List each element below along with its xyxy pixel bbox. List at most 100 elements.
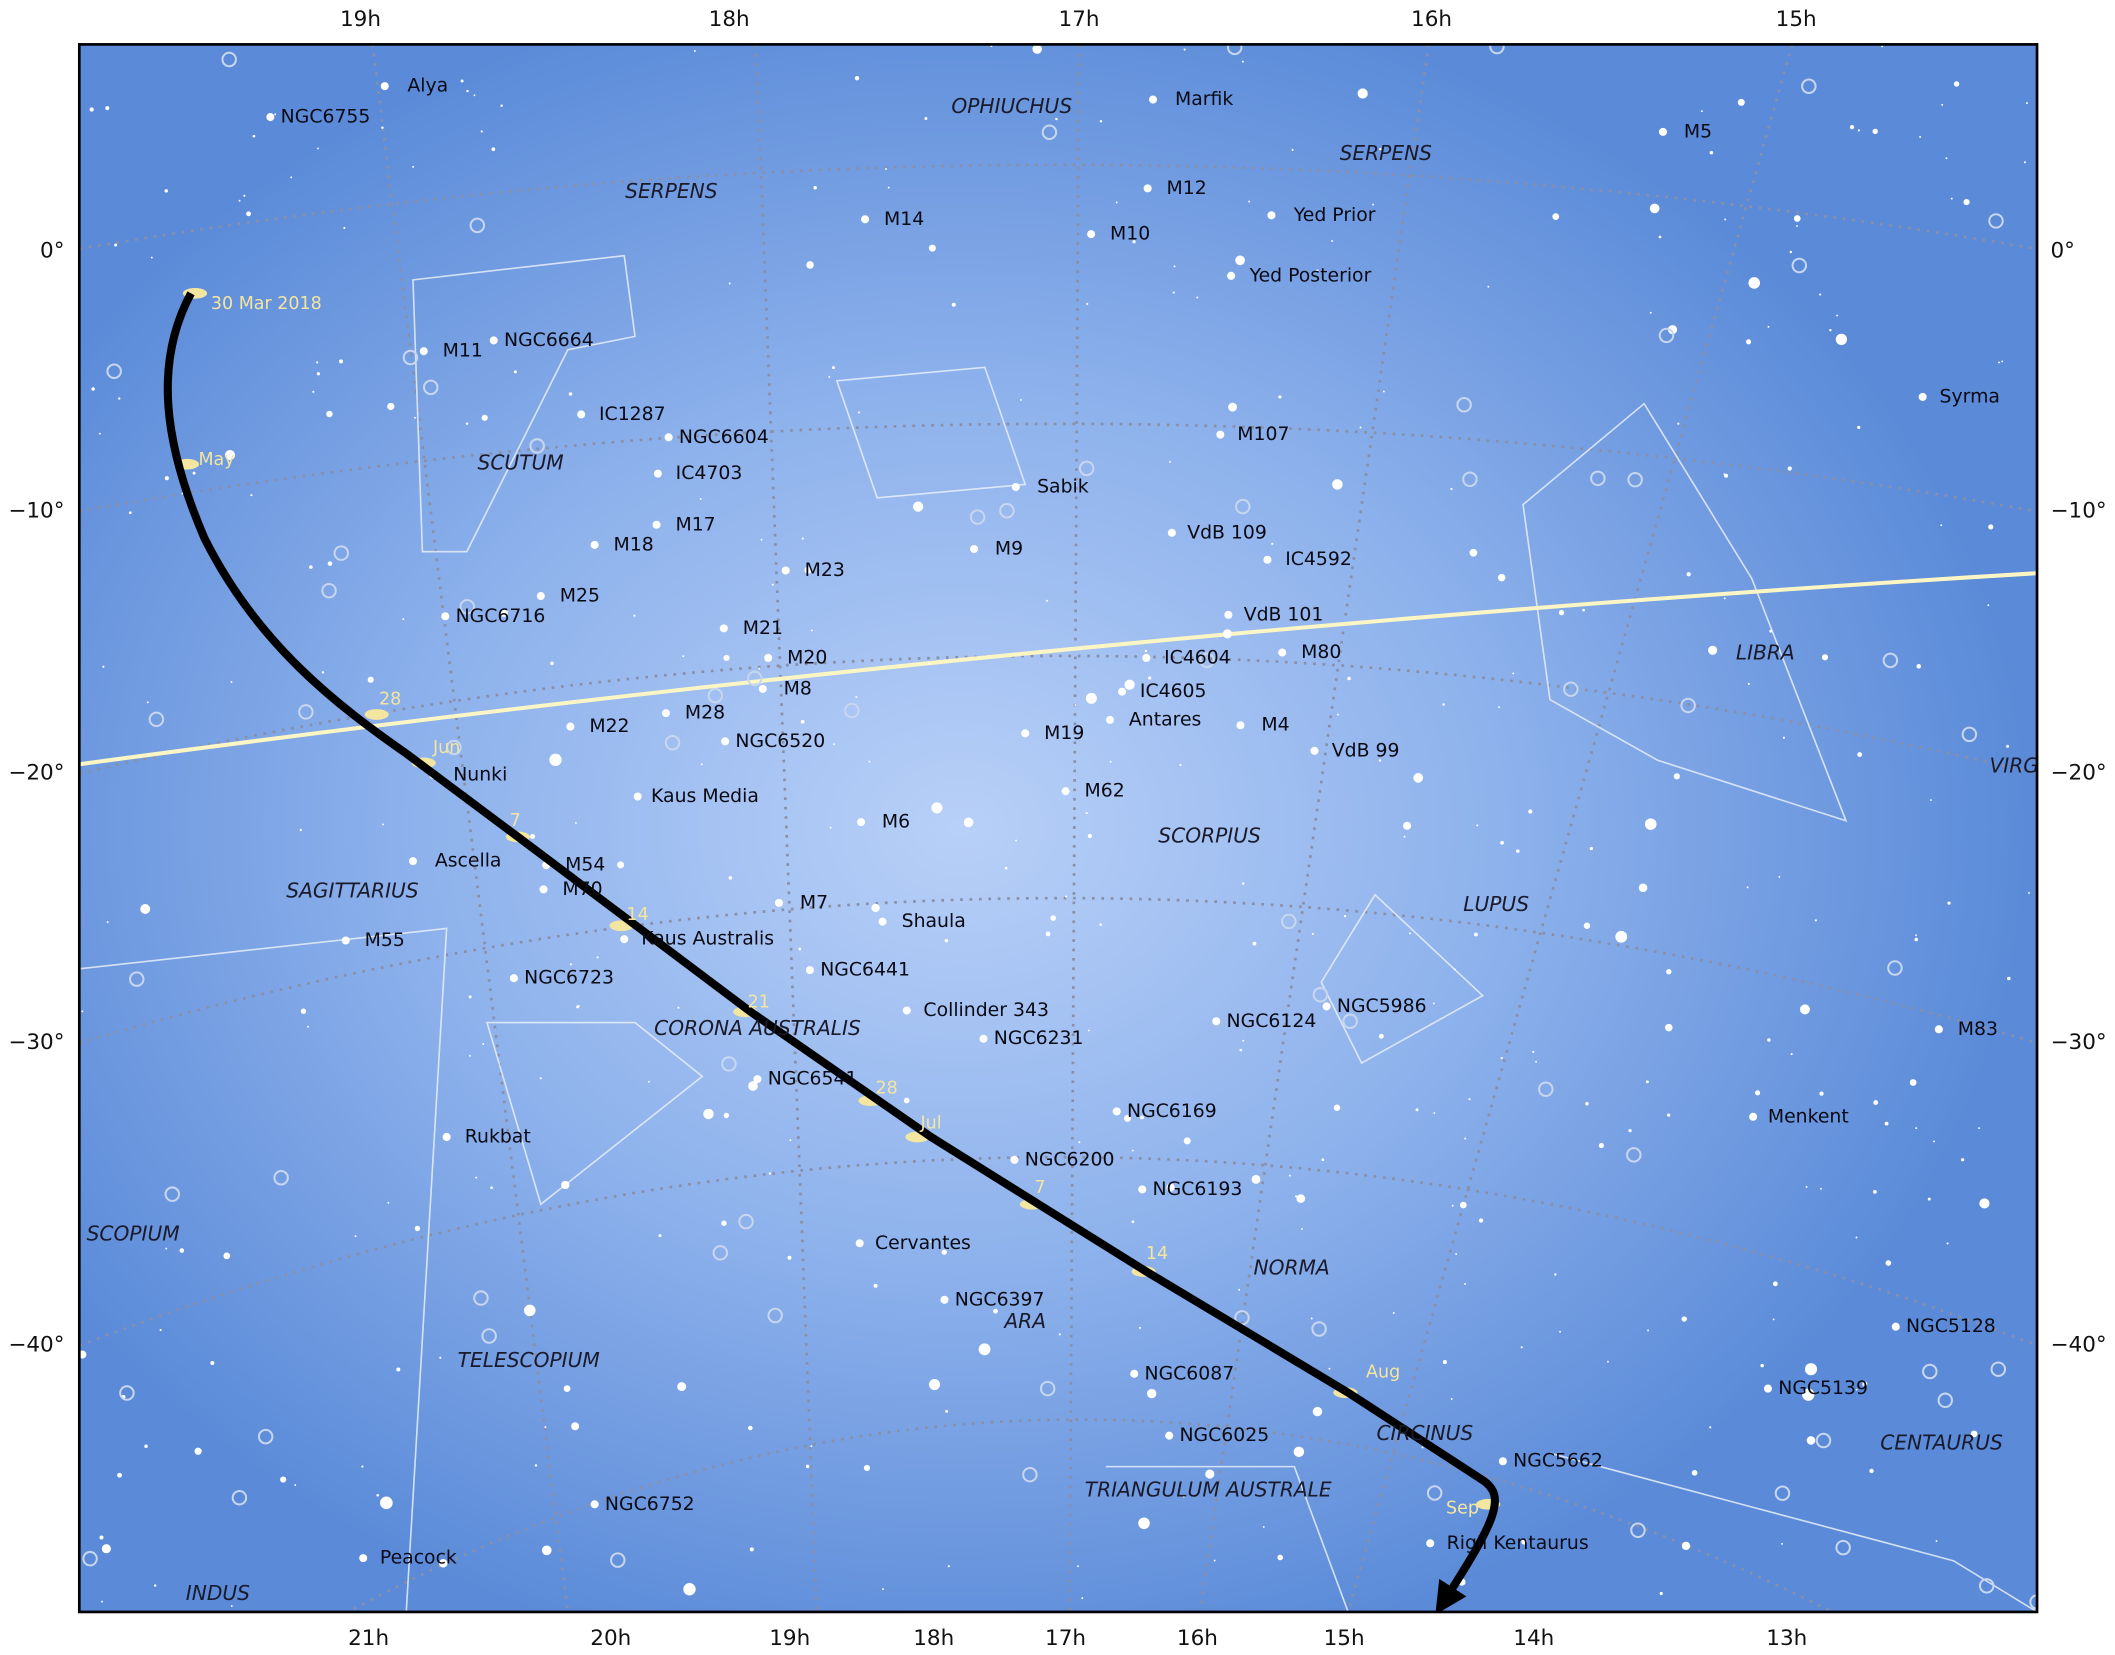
star xyxy=(1970,1430,1978,1438)
star xyxy=(1790,1053,1793,1056)
object-label: IC1287 xyxy=(599,404,666,425)
star xyxy=(1855,1236,1858,1239)
star xyxy=(1873,1189,1877,1194)
star xyxy=(544,1426,547,1429)
star xyxy=(482,1043,485,1045)
left-axis-label: −20° xyxy=(8,761,64,786)
object-label: M80 xyxy=(1301,642,1341,663)
star xyxy=(1987,604,1990,607)
star xyxy=(928,244,936,252)
object-marker xyxy=(781,566,790,575)
star xyxy=(1512,672,1515,675)
star xyxy=(771,583,774,586)
star xyxy=(1469,548,1478,557)
constellation-name: ARA xyxy=(1002,1309,1046,1333)
cluster-marker xyxy=(1022,1466,1038,1483)
star xyxy=(465,422,469,425)
cluster-marker xyxy=(969,509,986,525)
cluster-marker xyxy=(446,739,462,756)
star xyxy=(924,117,928,121)
star xyxy=(1058,1333,1061,1336)
object-label: Ascella xyxy=(435,851,502,872)
object-label: M5 xyxy=(1684,121,1712,142)
star xyxy=(1978,1127,1980,1130)
star xyxy=(1357,88,1368,99)
object-label: M23 xyxy=(805,560,845,581)
star xyxy=(728,282,731,285)
star xyxy=(1787,466,1792,471)
star xyxy=(1532,1050,1535,1054)
cluster-marker xyxy=(402,349,419,366)
star xyxy=(854,76,860,81)
cluster-marker xyxy=(1887,960,1903,976)
star xyxy=(1228,402,1237,412)
star xyxy=(703,1108,714,1120)
cluster-marker xyxy=(767,1307,783,1324)
star xyxy=(1124,679,1135,690)
cluster-marker xyxy=(1937,1392,1954,1409)
object-label: M6 xyxy=(882,812,910,833)
star xyxy=(354,1235,357,1238)
object-label: NGC6441 xyxy=(820,960,910,981)
star xyxy=(1857,752,1863,757)
star xyxy=(316,372,321,376)
object-label: M83 xyxy=(1958,1019,1998,1040)
object-marker xyxy=(1278,648,1287,657)
star xyxy=(414,416,416,419)
star xyxy=(299,828,302,832)
cluster-marker xyxy=(1199,652,1215,669)
path-date-label: Jun xyxy=(432,738,460,758)
star xyxy=(944,938,949,943)
object-marker xyxy=(857,818,866,827)
object-label: IC4703 xyxy=(676,463,743,484)
star xyxy=(1615,930,1628,943)
star xyxy=(1464,1137,1467,1140)
star xyxy=(868,760,871,763)
star xyxy=(530,833,536,839)
star xyxy=(1814,919,1817,922)
star xyxy=(81,1010,84,1013)
star xyxy=(1293,1446,1305,1458)
right-axis-label: −40° xyxy=(2051,1333,2107,1358)
cluster-marker xyxy=(129,971,145,987)
path-date-label: Aug xyxy=(1366,1362,1400,1382)
object-label: Nunki xyxy=(453,765,507,786)
object-marker xyxy=(764,653,773,662)
cluster-marker xyxy=(1041,124,1058,141)
object-label: M14 xyxy=(884,209,924,230)
cluster-marker xyxy=(1774,1485,1791,1502)
object-marker xyxy=(1112,1107,1121,1116)
star xyxy=(224,449,236,461)
cluster-marker xyxy=(257,1428,274,1445)
object-marker xyxy=(721,737,730,746)
star xyxy=(1328,1367,1331,1370)
cluster-marker xyxy=(1680,697,1696,714)
star xyxy=(361,1465,364,1468)
star xyxy=(343,226,346,230)
labels: OPHIUCHUS SERPENS SERPENS SCUTUM LIBRA VIRG SC… xyxy=(87,76,2037,1605)
star xyxy=(571,1422,580,1431)
star xyxy=(1927,1197,1931,1201)
coordinate-grid xyxy=(79,44,2038,1612)
star xyxy=(1520,1346,1523,1349)
constellation-name: SCOPIUM xyxy=(87,1222,180,1246)
star xyxy=(1804,1363,1818,1376)
star xyxy=(468,995,472,999)
constellation-name: CORONA AUSTRALIS xyxy=(654,1016,861,1040)
object-marker xyxy=(1010,1155,1019,1164)
object-marker xyxy=(940,1295,949,1304)
star xyxy=(1919,136,1922,138)
star xyxy=(1442,1360,1447,1365)
object-marker xyxy=(970,544,979,554)
star xyxy=(1312,1406,1323,1417)
bottom-axis-label: 18h xyxy=(913,1626,954,1651)
star xyxy=(144,1444,148,1449)
object-marker xyxy=(1148,95,1158,104)
star xyxy=(1554,1273,1557,1276)
star xyxy=(789,1139,792,1142)
star xyxy=(885,168,887,170)
star xyxy=(1772,1318,1775,1321)
star xyxy=(1638,883,1648,893)
star xyxy=(855,696,858,699)
star xyxy=(1681,1541,1691,1551)
